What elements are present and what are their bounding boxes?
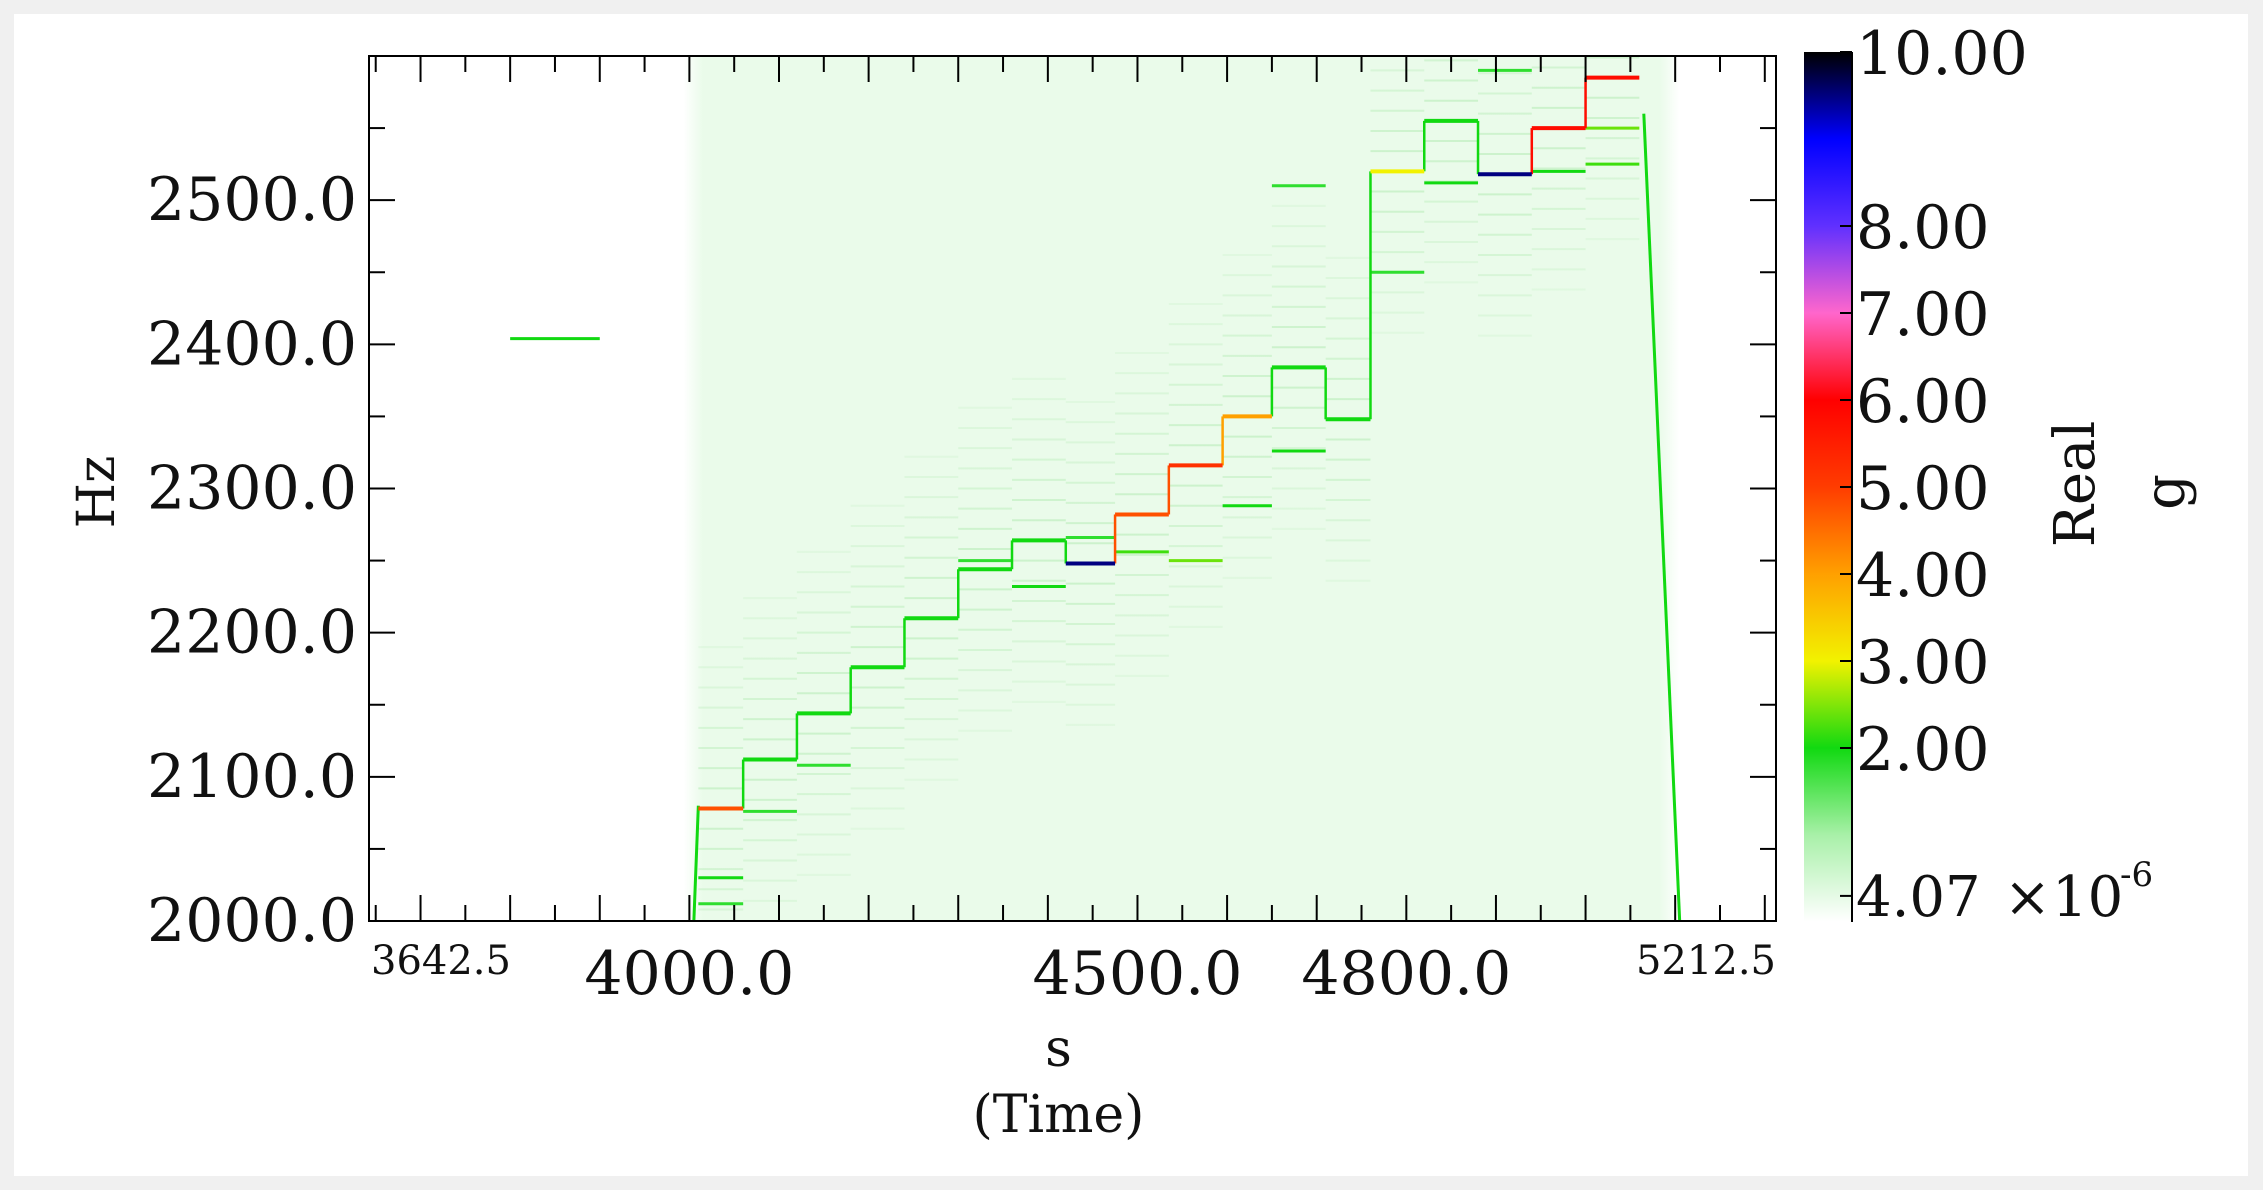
colorbar-tick-label: 6.00 xyxy=(1856,367,1990,437)
axes: 2000.0 2100.0 2200.0 2300.0 2400.0 2500.0 3642… xyxy=(147,55,1777,1009)
main-sweep xyxy=(698,75,1640,811)
spectrogram-chart: 2000.0 2100.0 2200.0 2300.0 2400.0 2500.0 3642… xyxy=(67,19,2198,1145)
colorbar: 10.00 8.00 7.00 6.00 5.00 4.00 3.00 2.00 4.07 × 10… xyxy=(1804,19,2198,930)
colorbar-tick-label: 5.00 xyxy=(1856,454,1990,524)
x-tick-label: 5212.5 xyxy=(1636,938,1776,984)
colorbar-tick-label: 4.00 xyxy=(1856,541,1990,611)
colorbar-tick-label: 3.00 xyxy=(1856,628,1990,698)
secondary-lines xyxy=(510,68,1640,906)
colorbar-min-times: × xyxy=(2004,865,2051,930)
y-axis-title: Hz xyxy=(67,456,127,529)
colorbar-title: Real xyxy=(2043,421,2108,548)
y-tick-label: 2500.0 xyxy=(147,165,357,235)
transients xyxy=(692,113,1682,922)
y-tick-label: 2400.0 xyxy=(147,309,357,379)
transient-line xyxy=(1642,113,1682,922)
colorbar-tick-label: 8.00 xyxy=(1856,193,1990,263)
colorbar-tick-label: 7.00 xyxy=(1856,280,1990,350)
x-axis-subtitle: (Time) xyxy=(973,1085,1145,1145)
chart-frame: 2000.0 2100.0 2200.0 2300.0 2400.0 2500.0 3642… xyxy=(14,14,2248,1176)
faint-harmonics xyxy=(698,56,1640,911)
colorbar-tick-label: 10.00 xyxy=(1856,19,2028,89)
background-noise-region xyxy=(683,56,1680,921)
colorbar-min-base: 10 xyxy=(2052,865,2123,930)
colorbar-min-mantissa: 4.07 xyxy=(1856,865,1981,930)
x-axis-title: s xyxy=(1045,1019,1072,1079)
colorbar-min-label: 4.07 × 10-6 xyxy=(1856,855,2153,930)
colorbar-min-exponent: -6 xyxy=(2120,855,2153,895)
x-tick-label: 4000.0 xyxy=(584,939,794,1009)
y-tick-label: 2100.0 xyxy=(147,742,357,812)
colorbar-tick-label: 2.00 xyxy=(1856,715,1990,785)
x-tick-label: 3642.5 xyxy=(371,938,511,984)
y-tick-label: 2200.0 xyxy=(147,598,357,668)
x-tick-label: 4500.0 xyxy=(1032,939,1242,1009)
colorbar-unit: g xyxy=(2133,474,2198,510)
transient-line xyxy=(692,805,700,922)
x-tick-label: 4800.0 xyxy=(1301,939,1511,1009)
y-tick-label: 2000.0 xyxy=(147,886,357,956)
axis-labels: s(Time) Hz xyxy=(67,456,1144,1145)
y-tick-label: 2300.0 xyxy=(147,454,357,524)
plot-area xyxy=(369,56,1776,922)
